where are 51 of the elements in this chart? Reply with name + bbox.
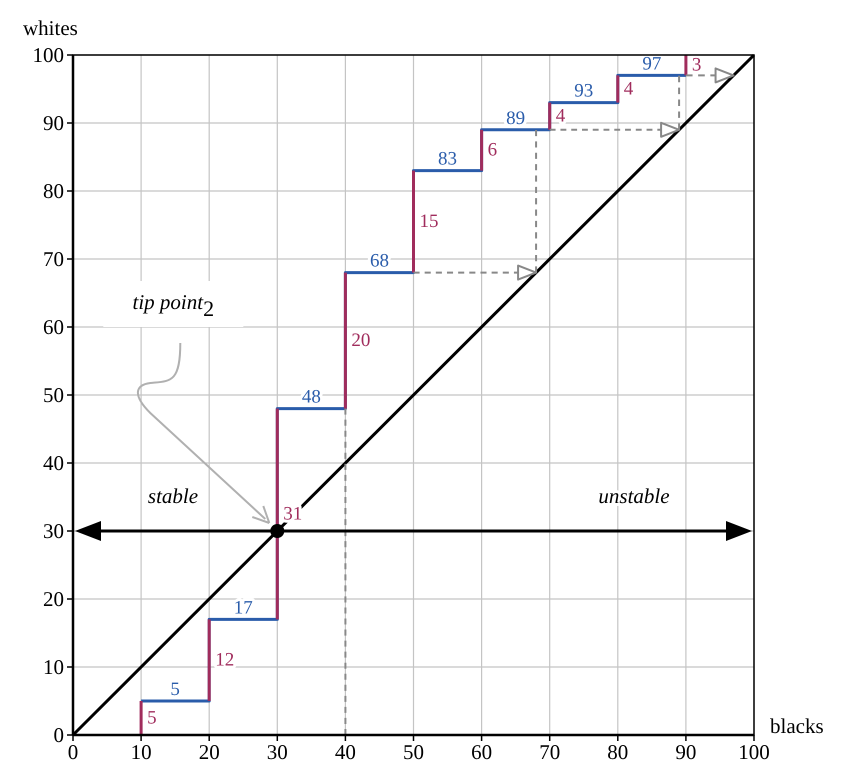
bar [276,408,279,620]
y-tick-label: 10 [43,655,64,679]
data-label: 12 [215,650,234,671]
x-tick-label: 50 [403,740,424,764]
y-tick-label: 70 [43,247,64,271]
bar [140,701,143,735]
x-tick-label: 10 [130,740,152,764]
x-tick-label: 90 [675,740,696,764]
x-tick-label: 80 [607,740,628,764]
data-label: 97 [642,53,662,74]
data-label: 83 [438,148,458,170]
data-label: 17 [234,597,253,618]
x-tick-label: 40 [334,740,356,764]
bar [344,272,347,409]
annotation: stable [148,484,198,508]
data-label: 48 [302,386,321,408]
y-tick-label: 40 [43,451,64,475]
x-tick-label: 60 [471,740,492,764]
y-tick-label: 90 [43,111,64,135]
y-tick-label: 80 [43,179,64,203]
data-label: 5 [170,679,180,700]
annotation: unstable [598,484,670,508]
y-tick-label: 100 [32,43,64,67]
bar [684,55,688,76]
data-label: 15 [420,211,438,232]
y-axis-title: whites [23,16,78,40]
y-tick-label: 30 [43,519,64,543]
data-label: 93 [574,80,594,102]
x-tick-label: 70 [539,740,560,764]
y-tick-label: 60 [43,315,64,339]
y-tick-label: 20 [43,587,64,611]
bar [208,619,211,701]
bar [480,130,484,171]
data-label: 3 [692,54,702,76]
bar [548,102,552,130]
x-tick-label: 20 [198,740,220,764]
data-label: 6 [488,140,498,161]
y-tick-label: 50 [43,383,64,407]
data-label: 89 [506,108,526,129]
data-label: 4 [624,78,634,100]
x-tick-label: 30 [266,740,288,764]
bar [412,170,415,273]
data-label: 5 [147,708,157,728]
data-label: 20 [351,330,370,352]
x-tick-label: 0 [68,740,78,764]
data-label: 68 [370,250,389,272]
x-axis-title: blacks [770,714,824,738]
x-tick-label: 100 [738,740,770,764]
y-tick-label: 0 [54,723,64,747]
bar [616,75,620,103]
data-label: 4 [556,106,566,127]
